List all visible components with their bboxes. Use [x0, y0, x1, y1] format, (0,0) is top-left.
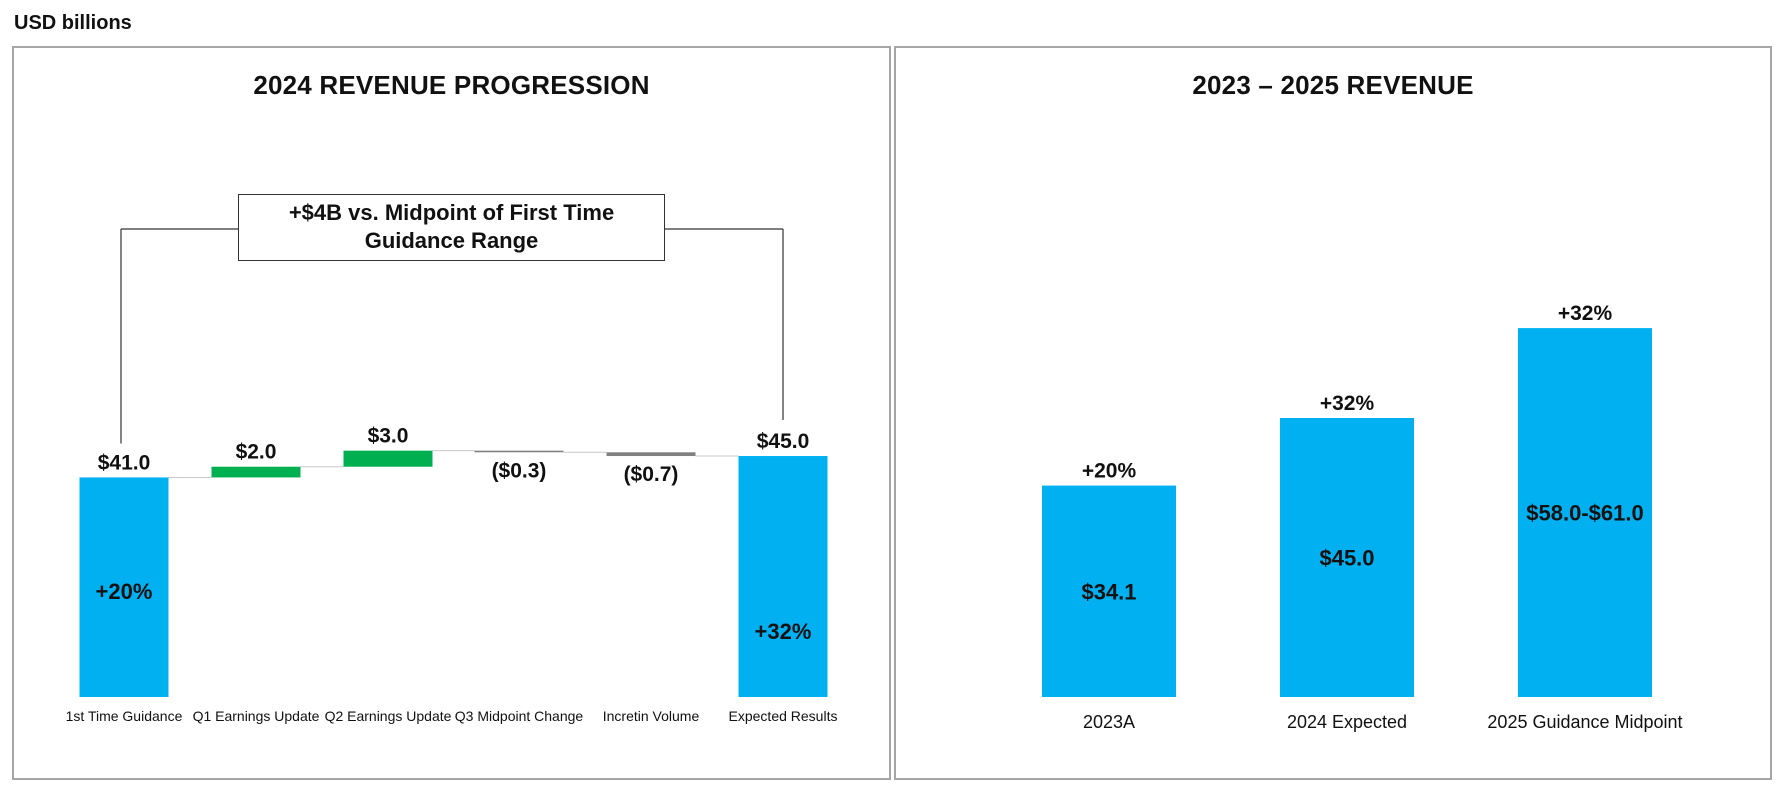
unit-label: USD billions [14, 12, 132, 34]
value-label-2024-expected: $45.0 [1319, 546, 1374, 571]
waterfall-bar-q3-midpoint-change [474, 450, 564, 453]
waterfall-value-label-q2-earnings-update: $3.0 [368, 425, 409, 448]
waterfall-growth-label-expected-results: +32% [755, 619, 812, 644]
tick-label-2024-expected: 2024 Expected [1287, 712, 1407, 732]
waterfall-tick-label-incretin-volume: Incretin Volume [603, 708, 700, 724]
bar-2024-expected [1280, 418, 1414, 697]
waterfall-value-label-expected-results: $45.0 [757, 430, 810, 453]
waterfall-tick-label-q1-earnings-update: Q1 Earnings Update [193, 708, 320, 724]
tick-label-2025-guidance-midpoint: 2025 Guidance Midpoint [1487, 712, 1682, 732]
bar-2023a [1042, 485, 1176, 697]
waterfall-bar-q2-earnings-update [343, 450, 433, 467]
revenue-progression-panel: 2024 REVENUE PROGRESSION [12, 46, 891, 780]
waterfall-value-label-incretin-volume: ($0.7) [624, 463, 679, 486]
waterfall-tick-label-expected-results: Expected Results [729, 708, 838, 724]
revenue-2023-2025-panel: 2023 – 2025 REVENUE [894, 46, 1772, 780]
guidance-annotation-line2: Guidance Range [364, 228, 539, 253]
waterfall-value-label-q1-earnings-update: $2.0 [236, 441, 277, 464]
waterfall-tick-label-q3-midpoint-change: Q3 Midpoint Change [455, 708, 584, 724]
revenue-progression-title: 2024 REVENUE PROGRESSION [253, 70, 650, 100]
tick-label-2023a: 2023A [1083, 712, 1135, 732]
growth-label-2023a: +20% [1082, 460, 1137, 483]
waterfall-bar-q1-earnings-update [211, 466, 301, 478]
waterfall-bar-expected-results [738, 456, 828, 697]
revenue-2023-2025-title: 2023 – 2025 REVENUE [1192, 70, 1474, 100]
waterfall-value-label-1st-time-guidance: $41.0 [98, 451, 151, 474]
waterfall-bar-1st-time-guidance [79, 477, 169, 697]
guidance-annotation-line1: +$4B vs. Midpoint of First Time [288, 200, 615, 225]
waterfall-value-label-q3-midpoint-change: ($0.3) [492, 459, 547, 482]
waterfall-tick-label-1st-time-guidance: 1st Time Guidance [66, 708, 183, 724]
waterfall-bar-incretin-volume [606, 452, 696, 457]
value-label-2025-guidance-midpoint: $58.0-$61.0 [1526, 501, 1643, 526]
value-label-2023a: $34.1 [1081, 579, 1136, 604]
growth-label-2024-expected: +32% [1320, 392, 1375, 415]
waterfall-tick-label-q2-earnings-update: Q2 Earnings Update [325, 708, 452, 724]
waterfall-growth-label-1st-time-guidance: +20% [96, 579, 153, 604]
growth-label-2025-guidance-midpoint: +32% [1558, 302, 1613, 325]
guidance-annotation-box: +$4B vs. Midpoint of First Time Guidance… [238, 194, 665, 261]
bar-2025-guidance-midpoint [1518, 328, 1652, 697]
